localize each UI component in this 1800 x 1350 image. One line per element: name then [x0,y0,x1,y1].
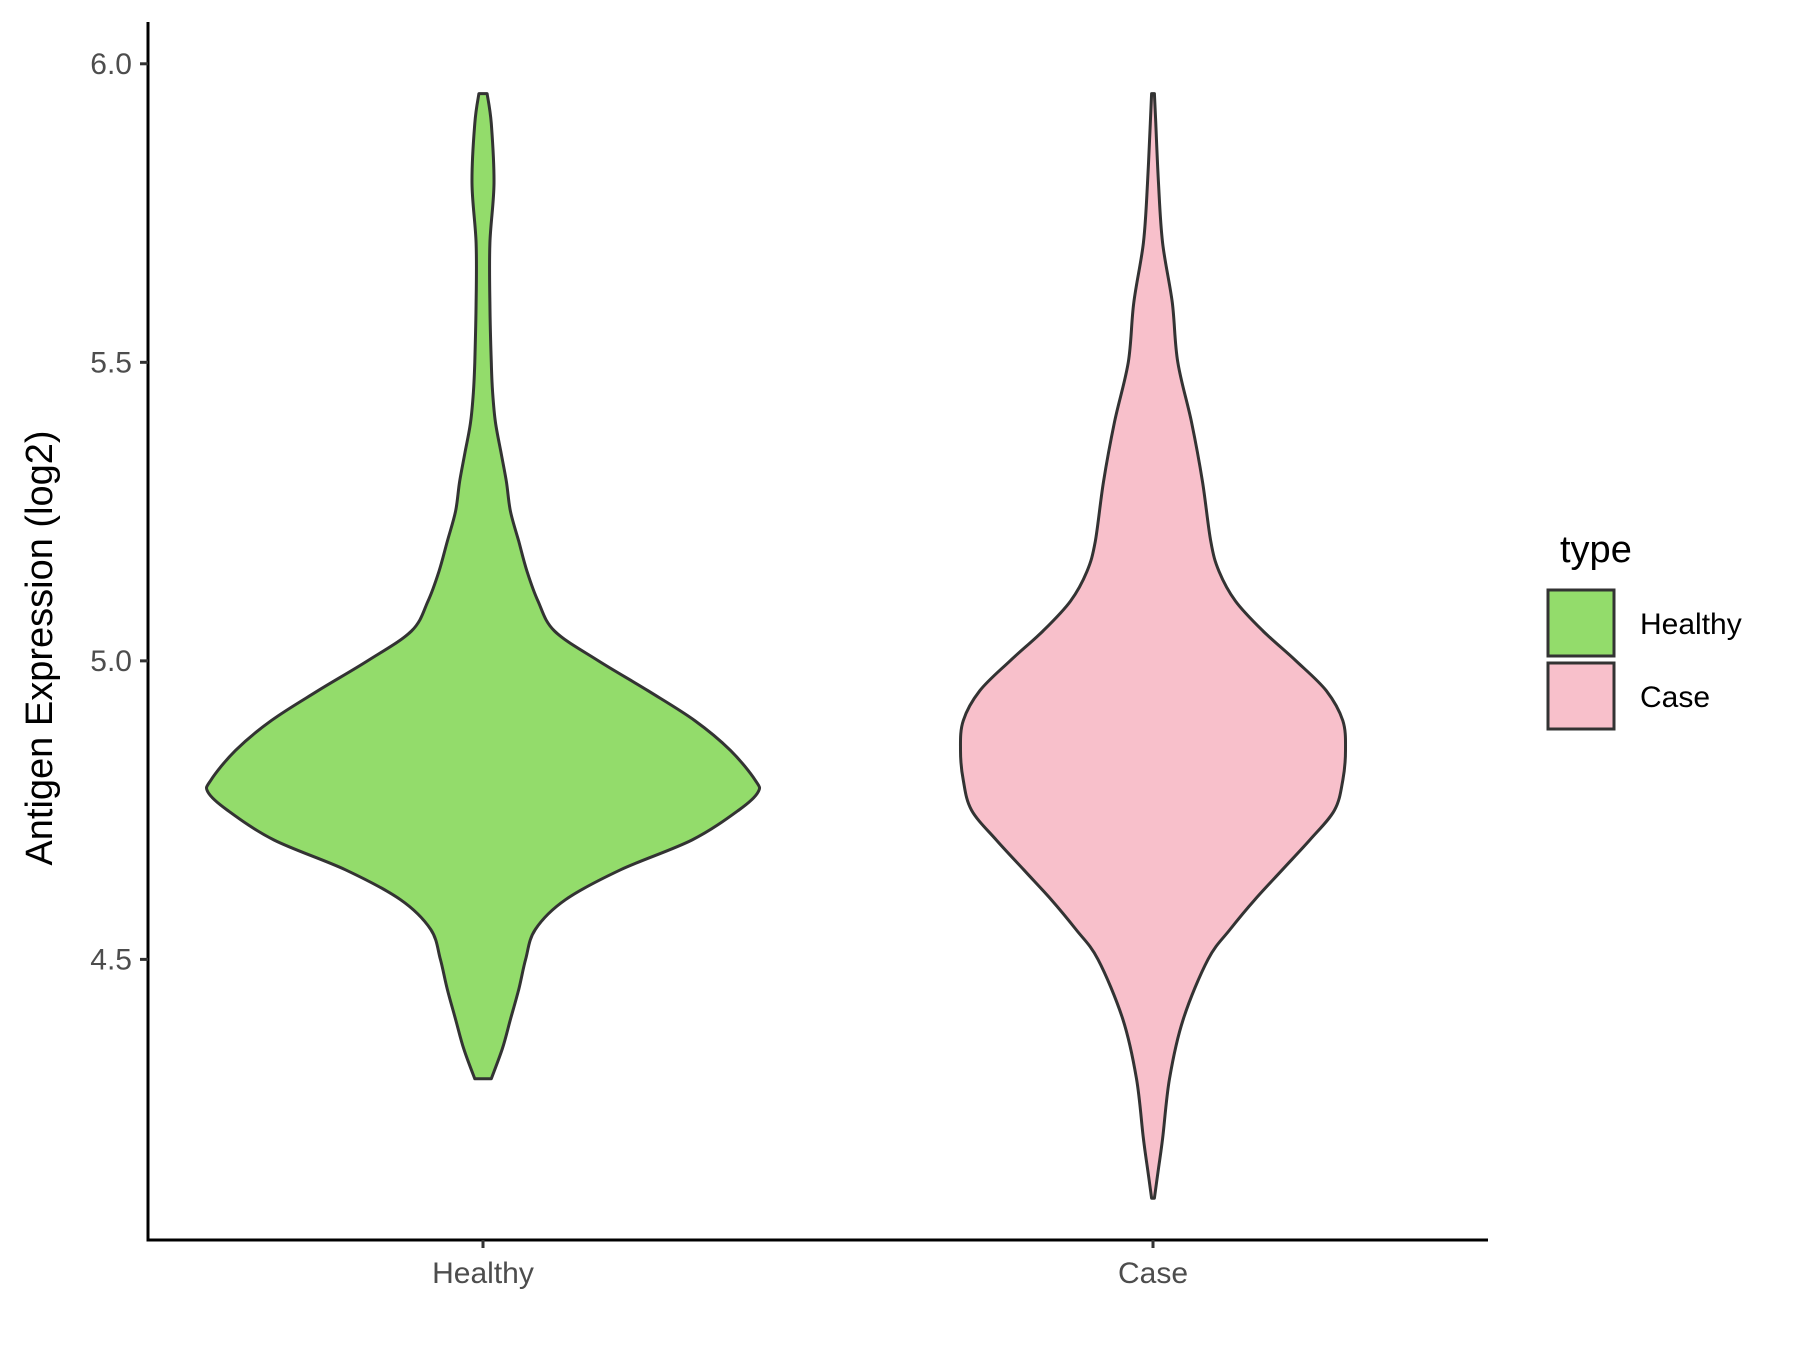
legend-key-case [1546,661,1616,731]
axes [146,22,1488,1242]
legend-items: Healthy Case [1546,588,1742,731]
y-tick-label: 5.0 [90,645,132,678]
y-ticks: 4.5 5.0 5.5 6.0 [90,48,148,976]
x-ticks: Healthy Case [432,1240,1188,1290]
violin-healthy [205,92,762,1081]
legend: type Healthy Case [1546,529,1742,731]
violin-case [958,92,1348,1200]
y-axis-title: Antigen Expression (log2) [19,430,61,865]
legend-label-case: Case [1640,681,1710,714]
violin-layer [205,92,1348,1200]
legend-title: type [1560,529,1632,571]
x-tick-label: Case [1118,1257,1188,1290]
y-tick-label: 4.5 [90,943,132,976]
y-tick-label: 5.5 [90,346,132,379]
y-tick-label: 6.0 [90,48,132,81]
legend-key-healthy [1546,588,1616,658]
legend-label-healthy: Healthy [1640,608,1742,641]
x-tick-label: Healthy [432,1257,534,1290]
